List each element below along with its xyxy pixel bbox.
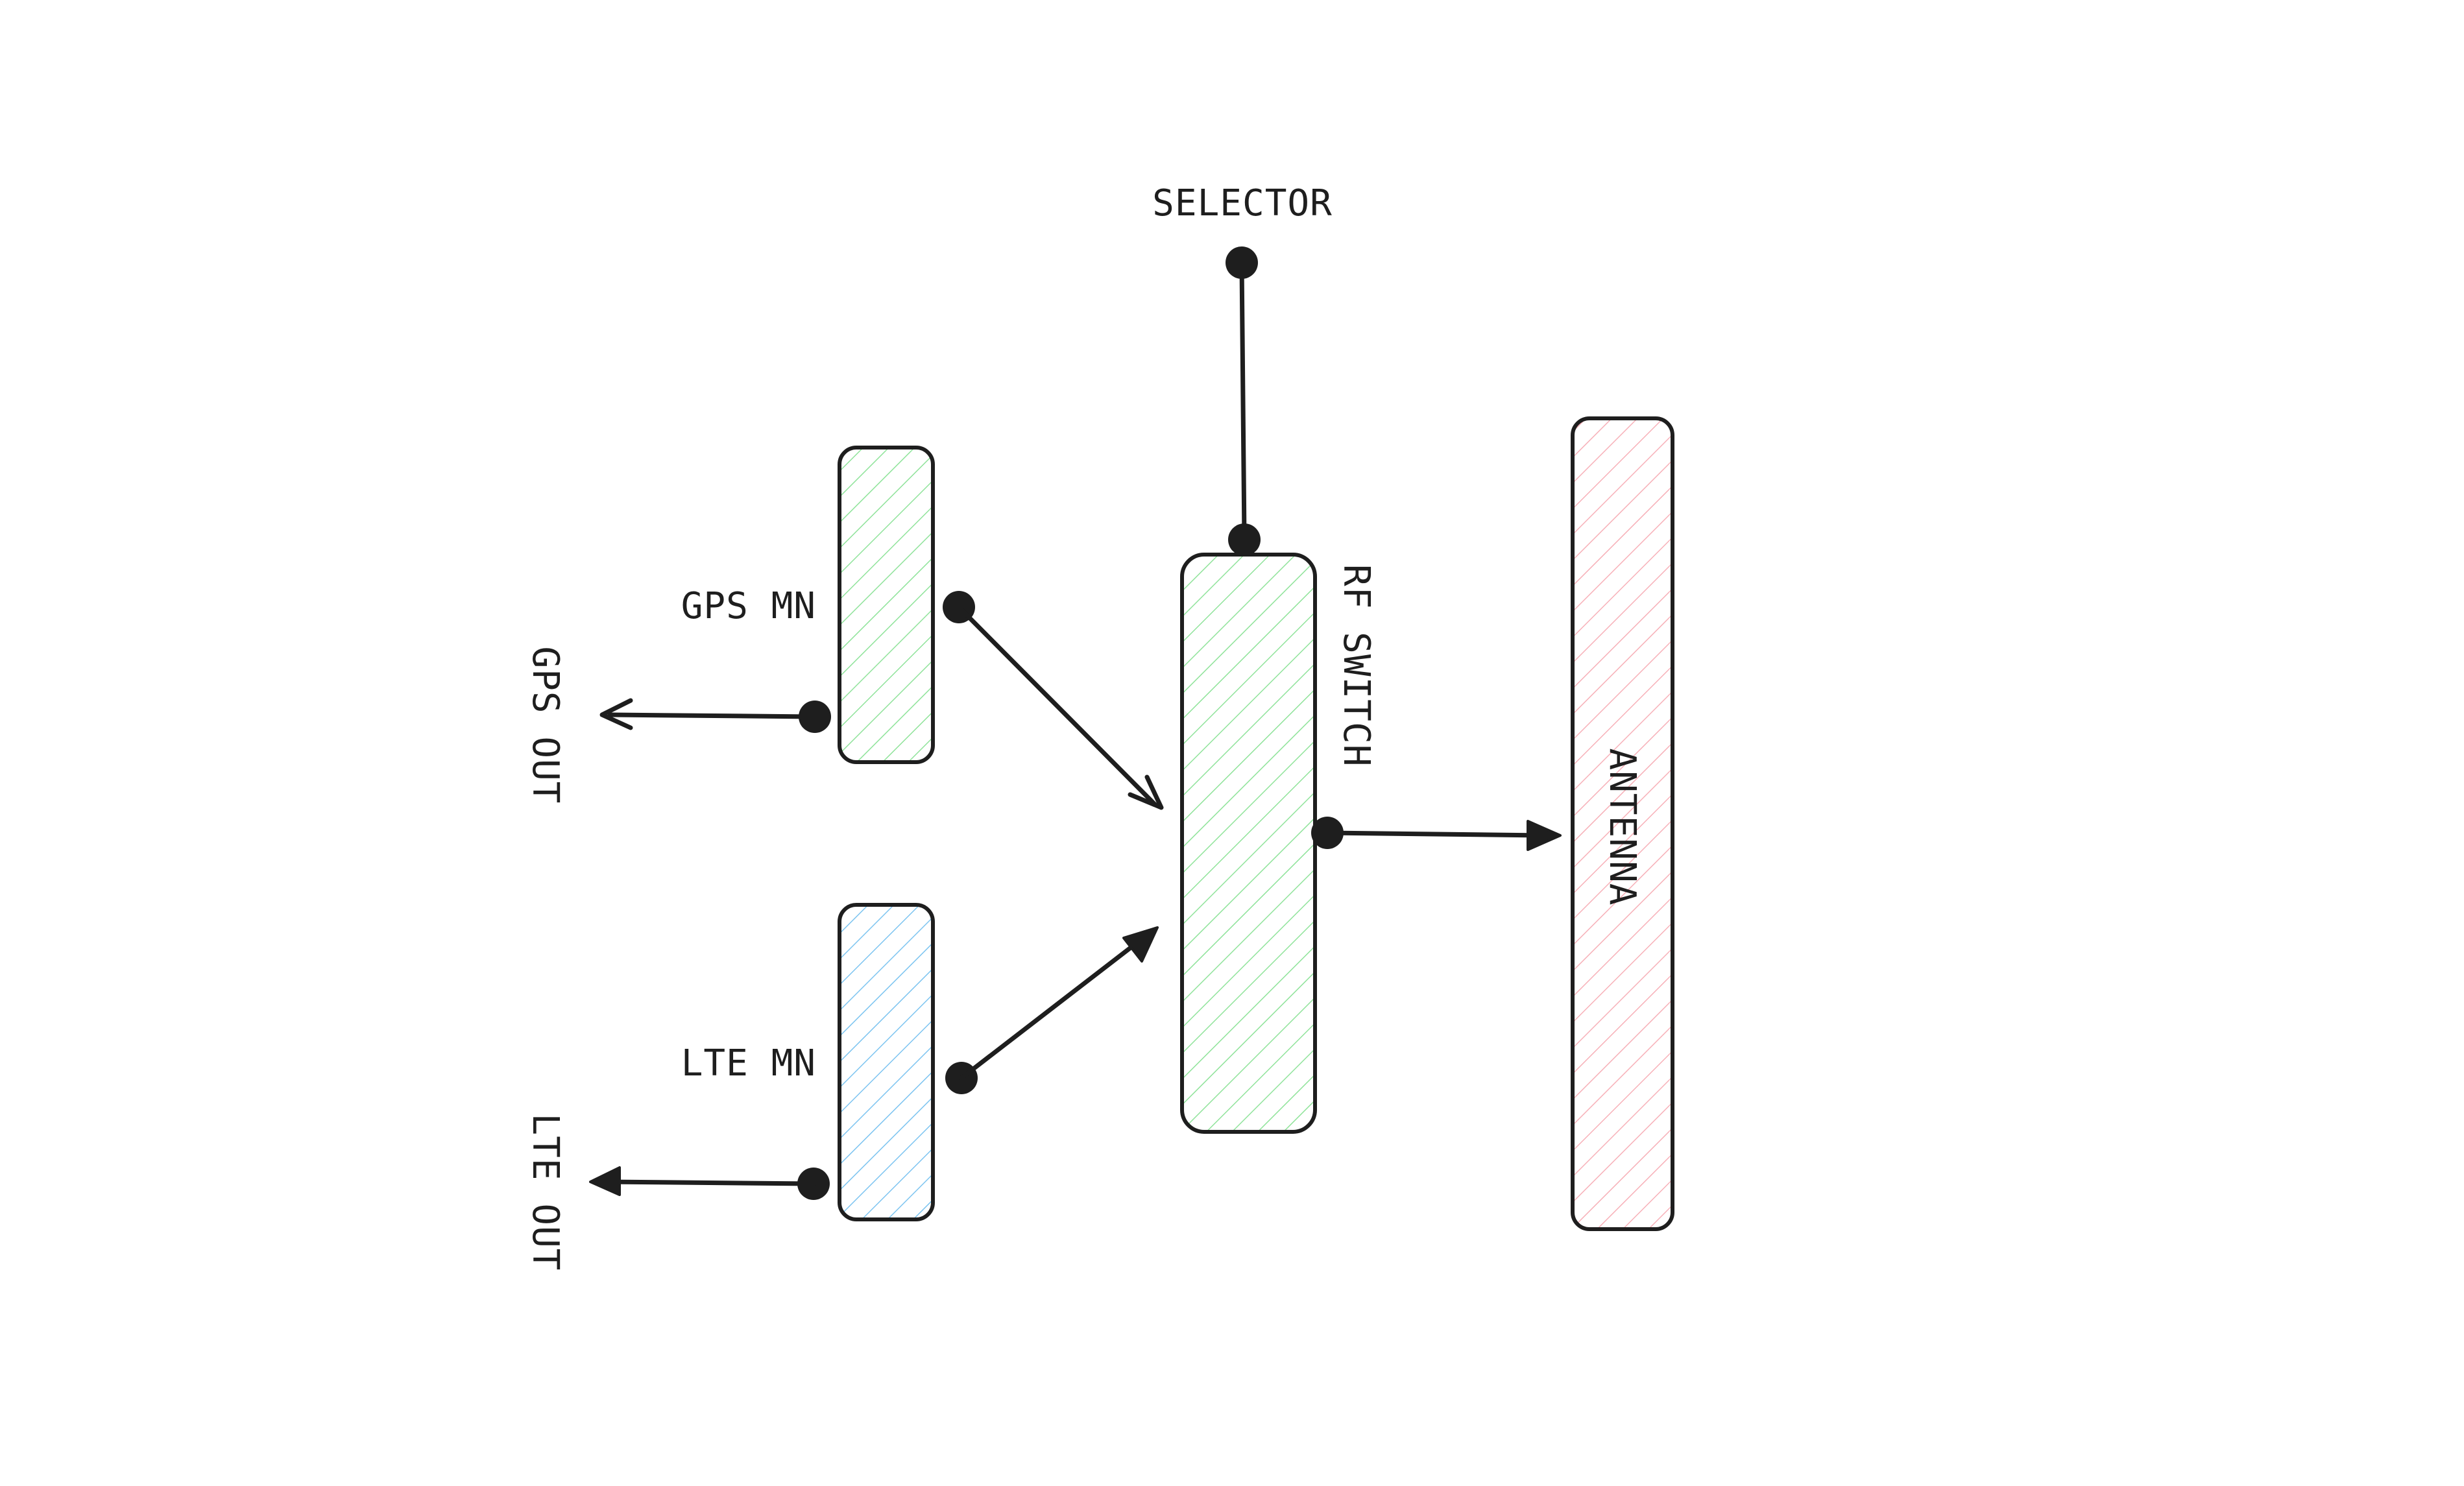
lte-mn-block [838, 903, 935, 1221]
rf-switch-label: RF SWITCH [1335, 564, 1377, 767]
antenna-label: ANTENNA [1601, 748, 1643, 905]
gps-out-arrow [599, 698, 831, 733]
selector-label: SELECTOR [1152, 182, 1333, 224]
switch-to-antenna-arrow [1311, 817, 1562, 851]
gps-to-switch-arrow [943, 591, 1164, 810]
lte-out-arrow [589, 1166, 830, 1200]
lte-mn-label: LTE MN [681, 1042, 816, 1085]
antenna-block [1571, 416, 1674, 1231]
rf-switch-block [1180, 553, 1317, 1134]
lte-to-switch-arrow [945, 926, 1159, 1094]
lte-out-label: LTE OUT [524, 1113, 566, 1271]
selector-connector [1226, 246, 1261, 556]
gps-mn-block [838, 446, 935, 764]
gps-mn-label: GPS MN [681, 585, 816, 627]
gps-out-label: GPS OUT [524, 646, 566, 804]
